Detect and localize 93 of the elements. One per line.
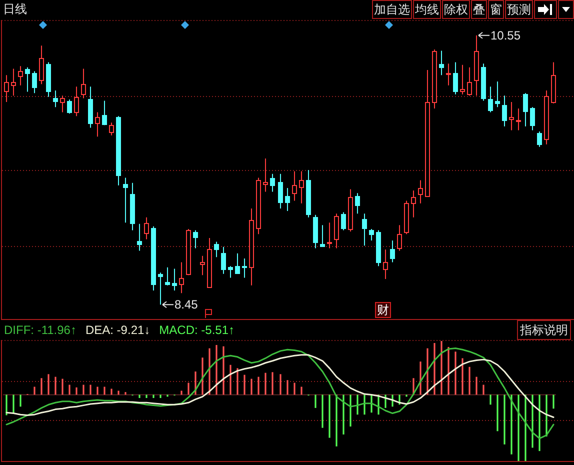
candlestick <box>32 70 37 94</box>
candlestick <box>383 248 388 280</box>
text: 窗 <box>490 2 502 16</box>
candlestick <box>74 86 79 117</box>
candlestick <box>88 86 93 128</box>
candlestick <box>404 200 409 235</box>
candlestick <box>551 62 556 104</box>
candlestick <box>376 230 381 267</box>
candlestick <box>193 230 198 249</box>
candlestick <box>453 62 458 95</box>
candlestick <box>270 173 275 192</box>
candlestick <box>25 66 30 92</box>
candlestick <box>397 224 402 252</box>
candlestick <box>502 95 507 127</box>
candlestick <box>285 187 290 212</box>
candlestick <box>327 222 332 249</box>
candlestick <box>186 228 191 276</box>
candlestick <box>151 226 156 292</box>
text: 均线 <box>414 2 439 16</box>
candlestick <box>235 252 240 274</box>
candlestick <box>172 268 177 292</box>
candlestick <box>313 214 318 249</box>
candlestick <box>411 190 416 218</box>
series-label: MACD: -5.51↑ <box>159 323 235 337</box>
candlestick <box>523 92 528 127</box>
candlestick <box>53 90 58 108</box>
candlestick <box>474 34 479 96</box>
candlestick <box>467 66 472 96</box>
candlestick <box>348 188 353 232</box>
text: 加自选 <box>374 2 410 16</box>
candlestick <box>46 62 51 98</box>
candlestick <box>221 246 226 274</box>
candlestick <box>207 237 212 288</box>
candlestick <box>39 45 44 85</box>
candlestick <box>137 223 142 252</box>
candlestick <box>249 208 254 286</box>
candlestick <box>446 63 451 86</box>
candlestick <box>11 68 16 96</box>
candlestick <box>95 112 100 138</box>
text: DIFF: -11.96↑ <box>4 323 76 337</box>
candlestick <box>362 213 367 246</box>
candlestick <box>256 177 261 235</box>
candlestick <box>544 90 549 145</box>
candlestick <box>481 63 486 102</box>
candlestick <box>130 182 135 231</box>
candlestick <box>144 216 149 240</box>
candlestick <box>292 170 297 202</box>
candlestick <box>439 50 444 76</box>
candlestick <box>18 66 23 86</box>
annotation: 财 <box>377 303 389 317</box>
candlestick <box>278 173 283 209</box>
candlestick <box>242 258 247 278</box>
candlestick <box>123 177 128 224</box>
candlestick <box>516 108 521 131</box>
candlestick <box>530 106 535 131</box>
candlestick <box>390 240 395 263</box>
text: 预测 <box>507 2 531 16</box>
text: 叠 <box>473 2 485 16</box>
candlestick <box>509 102 514 131</box>
candlestick <box>81 68 86 99</box>
candlestick <box>418 180 423 204</box>
chart-title: 日线 <box>3 2 27 16</box>
candlestick <box>102 100 107 126</box>
candlestick <box>179 262 184 294</box>
candlestick <box>495 81 500 108</box>
text: 除权 <box>444 2 468 16</box>
candlestick <box>369 228 374 242</box>
candlestick <box>334 213 339 249</box>
candlestick <box>299 170 304 204</box>
candlestick <box>537 131 542 148</box>
candlestick <box>214 241 219 258</box>
candlestick <box>109 122 114 136</box>
candlestick <box>425 70 430 198</box>
candlestick <box>67 98 72 114</box>
text: 指标说明 <box>519 323 568 337</box>
candlestick <box>320 224 325 248</box>
text: DEA: -9.21↓ <box>85 323 150 337</box>
annotation: 8.45 <box>174 298 198 312</box>
candlestick <box>116 116 121 186</box>
candlestick <box>341 212 346 231</box>
candlestick <box>60 95 65 113</box>
annotation: 10.55 <box>490 28 521 42</box>
candlestick <box>263 158 268 192</box>
candlestick <box>200 255 205 276</box>
candlestick <box>158 272 163 306</box>
candlestick <box>488 86 493 113</box>
candlestick <box>306 170 311 218</box>
candlestick <box>228 266 233 278</box>
candlestick <box>165 266 170 286</box>
candlestick <box>355 192 360 214</box>
candlestick <box>4 74 9 103</box>
candlestick <box>460 64 465 95</box>
candlestick <box>432 48 437 109</box>
